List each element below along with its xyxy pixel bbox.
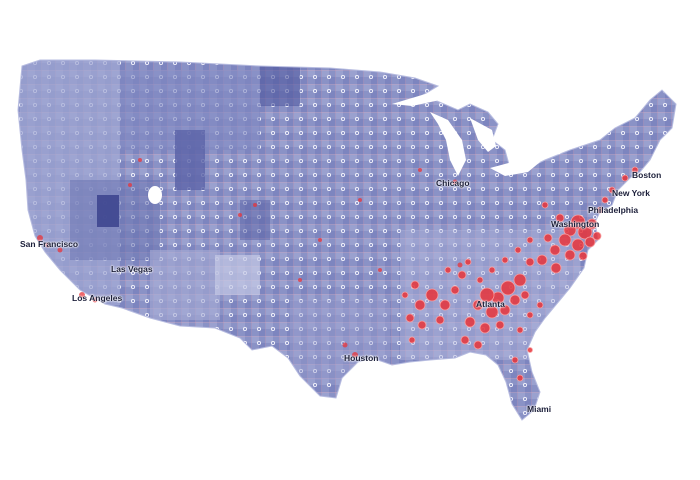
county-bubble [342, 342, 348, 348]
county-bubble [511, 356, 519, 364]
county-bubble [564, 249, 576, 261]
county-bubble [57, 247, 63, 253]
county-bubble [608, 186, 616, 194]
county-bubble [543, 233, 553, 243]
county-bubble [128, 183, 132, 187]
county-bubble [571, 238, 585, 252]
county-bubble [435, 315, 445, 325]
city-label-new-york: New York [612, 188, 650, 198]
county-bubble [500, 280, 516, 296]
county-bubble [450, 285, 460, 295]
county-bubble [550, 262, 562, 274]
city-label-los-angeles: Los Angeles [72, 293, 123, 303]
county-bubble [414, 299, 426, 311]
county-bubble [499, 304, 511, 316]
county-bubble [555, 213, 565, 223]
county-bubble [536, 254, 548, 266]
county-bubble [79, 292, 85, 298]
county-bubble [238, 213, 242, 217]
county-bubble [92, 297, 98, 303]
county-bubble [513, 273, 527, 287]
city-label-boston: Boston [632, 170, 662, 180]
county-bubble [417, 320, 427, 330]
county-bubble [577, 224, 593, 240]
county-bubble [527, 347, 533, 353]
county-bubble [401, 291, 409, 299]
county-bubble [558, 233, 572, 247]
city-label-atlanta: Atlanta [476, 299, 505, 309]
county-bubble [516, 326, 524, 334]
county-bubble [596, 206, 604, 214]
county-bubble [479, 322, 491, 334]
county-bubble [563, 223, 577, 237]
county-bubble [408, 336, 416, 344]
county-bubble [460, 335, 470, 345]
county-bubble [472, 299, 484, 311]
county-bubble [485, 305, 499, 319]
county-bubble [253, 203, 257, 207]
county-bubble [405, 313, 415, 323]
county-bubble [464, 316, 476, 328]
county-bubble [425, 288, 439, 302]
city-label-philadelphia: Philadelphia [588, 205, 639, 215]
county-bubble [352, 352, 358, 358]
city-label-san-francisco: San Francisco [20, 239, 79, 249]
county-bubble [378, 268, 382, 272]
county-bubble [444, 266, 452, 274]
city-label-washington: Washington [551, 219, 600, 229]
county-bubble [549, 244, 561, 256]
county-bubble [631, 166, 639, 174]
city-label-chicago: Chicago [436, 178, 470, 188]
county-bubble [457, 262, 463, 268]
county-bubble [514, 246, 522, 254]
county-bubble [592, 231, 602, 241]
county-bubble [525, 257, 535, 267]
city-label-las-vegas: Las Vegas [111, 264, 153, 274]
county-bubble [298, 278, 302, 282]
county-bubble [318, 238, 322, 242]
county-bubble [476, 276, 484, 284]
county-bubble [464, 258, 472, 266]
county-bubble [536, 301, 544, 309]
county-bubble [495, 320, 505, 330]
county-bubble [501, 256, 509, 264]
county-bubble [578, 251, 588, 261]
county-bubble [138, 158, 142, 162]
county-bubble [516, 374, 524, 382]
county-bubble [509, 294, 521, 306]
county-bubble [457, 270, 467, 280]
county-bubble [418, 168, 422, 172]
county-bubble [479, 287, 495, 303]
city-label-houston: Houston [344, 353, 379, 363]
county-bubble [452, 179, 458, 185]
county-bubble [439, 299, 451, 311]
county-bubble [473, 340, 483, 350]
county-bubble [526, 236, 534, 244]
county-bubble [45, 242, 51, 248]
county-bubble [488, 266, 496, 274]
county-bubble [584, 236, 596, 248]
county-bubble [541, 201, 549, 209]
county-bubble [37, 235, 43, 241]
county-bubble [520, 290, 530, 300]
city-label-miami: Miami [527, 404, 552, 414]
county-bubble [410, 280, 420, 290]
county-bubble [621, 174, 629, 182]
county-bubble [601, 196, 609, 204]
county-bubble [586, 218, 598, 230]
county-bubble [526, 311, 534, 319]
county-bubble [358, 198, 362, 202]
